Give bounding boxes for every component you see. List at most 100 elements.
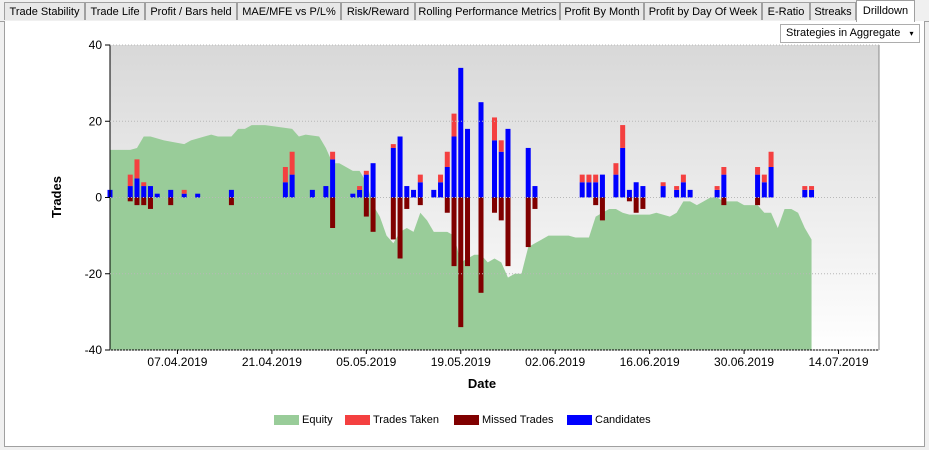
missed-trades-bar — [640, 197, 646, 209]
trades-taken-bar — [809, 186, 815, 190]
trades-taken-bar — [721, 167, 727, 175]
candidates-bar — [411, 189, 417, 198]
candidates-bar — [633, 182, 639, 198]
candidates-bar — [181, 193, 187, 198]
candidates-bar — [498, 151, 504, 198]
trades-taken-bar — [141, 182, 147, 187]
candidates-bar — [438, 182, 444, 198]
missed-trades-bar — [417, 197, 423, 206]
x-tick-label: 30.06.2019 — [714, 355, 774, 369]
tab-profit-bars-held[interactable]: Profit / Bars held — [145, 2, 237, 20]
missed-trades-bar — [141, 197, 147, 206]
candidates-bar — [599, 174, 605, 198]
candidates-bar — [195, 193, 201, 198]
missed-trades-bar — [228, 197, 234, 206]
candidates-bar — [680, 182, 686, 198]
missed-trades-bar — [525, 197, 531, 248]
candidates-bar — [282, 182, 288, 198]
candidates-bar — [431, 189, 437, 198]
missed-trades-bar — [593, 197, 599, 206]
trades-taken-bar — [127, 174, 133, 187]
missed-trades-bar — [390, 197, 396, 240]
trades-taken-bar — [282, 167, 288, 183]
tab-drilldown[interactable]: Drilldown — [856, 0, 915, 22]
candidates-bar — [323, 186, 329, 198]
candidates-bar — [127, 186, 133, 198]
candidates-bar — [134, 178, 140, 198]
missed-trades-bar — [492, 197, 497, 213]
missed-trades-bar — [478, 197, 484, 293]
trades-taken-bar — [755, 167, 761, 175]
tab-streaks[interactable]: Streaks — [810, 2, 856, 20]
candidates-bar — [714, 189, 720, 198]
candidates-bar — [390, 147, 396, 198]
candidates-bar — [330, 159, 336, 198]
x-tick-label: 07.04.2019 — [147, 355, 207, 369]
missed-trades-bar — [370, 197, 376, 232]
x-tick-label: 02.06.2019 — [525, 355, 585, 369]
aggregate-select[interactable]: Strategies in Aggregate ▾ — [780, 24, 920, 43]
tab-mae-mfe[interactable]: MAE/MFE vs P/L% — [237, 2, 341, 20]
candidates-bar — [768, 167, 774, 198]
trades-taken-bar — [714, 186, 720, 190]
trades-taken-bar — [613, 163, 619, 175]
chevron-down-icon[interactable]: ▾ — [909, 29, 914, 38]
trades-taken-bar — [498, 140, 504, 152]
candidates-bar — [761, 182, 767, 198]
trades-taken-bar — [593, 174, 599, 183]
candidates-bar — [478, 102, 484, 198]
candidates-bar — [458, 67, 464, 198]
candidates-bar — [370, 163, 376, 198]
candidates-bar — [357, 189, 363, 198]
candidates-bar — [532, 186, 538, 198]
missed-trades-bar — [127, 197, 133, 202]
missed-trades-bar — [404, 197, 410, 209]
candidates-bar — [154, 193, 160, 198]
missed-trades-bar — [363, 197, 369, 217]
missed-trades-bar — [397, 197, 403, 259]
trades-taken-bar — [492, 117, 497, 141]
candidates-bar — [721, 174, 727, 198]
trades-taken-bar — [357, 186, 363, 190]
candidates-bar — [404, 186, 410, 198]
tab-e-ratio[interactable]: E-Ratio — [762, 2, 810, 20]
trades-taken-bar — [680, 174, 686, 183]
missed-trades-bar — [458, 197, 464, 328]
tab-profit-by-month[interactable]: Profit By Month — [560, 2, 644, 20]
missed-trades-bar — [532, 197, 538, 209]
legend-trades-taken-swatch — [345, 415, 370, 425]
candidates-bar — [593, 182, 599, 198]
candidates-bar — [397, 136, 403, 198]
trades-taken-bar — [134, 159, 140, 179]
trades-taken-bar — [444, 151, 450, 167]
missed-trades-bar — [721, 197, 727, 206]
candidates-bar — [660, 186, 666, 198]
trades-taken-bar — [674, 186, 680, 190]
candidates-bar — [626, 189, 632, 198]
tab-trade-life[interactable]: Trade Life — [85, 2, 145, 20]
candidates-bar — [809, 189, 815, 198]
missed-trades-bar — [168, 197, 174, 206]
candidates-bar — [465, 128, 471, 198]
trades-taken-bar — [363, 170, 369, 175]
trades-taken-bar — [768, 151, 774, 167]
trades-taken-bar — [390, 144, 396, 148]
candidates-bar — [613, 174, 619, 198]
missed-trades-bar — [498, 197, 504, 221]
candidates-bar — [687, 189, 693, 198]
tab-rolling-performance[interactable]: Rolling Performance Metrics — [415, 2, 560, 20]
tab-risk-reward[interactable]: Risk/Reward — [341, 2, 415, 20]
candidates-bar — [147, 186, 153, 198]
candidates-bar — [451, 136, 457, 198]
x-tick-label: 16.06.2019 — [620, 355, 680, 369]
candidates-bar — [309, 189, 315, 198]
candidates-bar — [505, 128, 511, 198]
tab-trade-stability[interactable]: Trade Stability — [4, 2, 85, 20]
candidates-bar — [525, 147, 531, 198]
tab-profit-by-day-of-week[interactable]: Profit by Day Of Week — [644, 2, 762, 20]
candidates-bar — [586, 182, 592, 198]
missed-trades-bar — [599, 197, 605, 221]
trades-taken-bar — [586, 174, 592, 183]
candidates-bar — [350, 193, 356, 198]
candidates-bar — [363, 174, 369, 198]
